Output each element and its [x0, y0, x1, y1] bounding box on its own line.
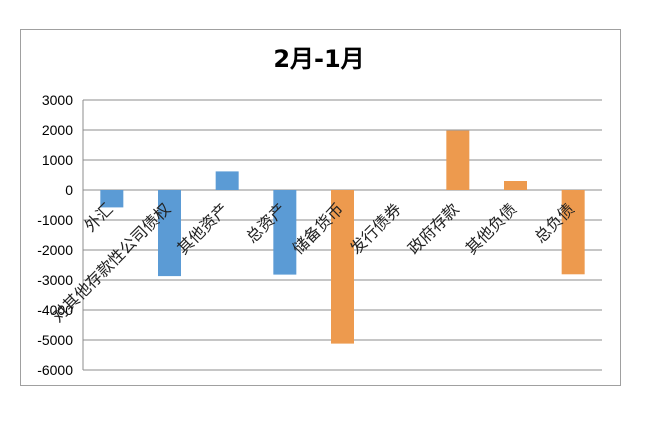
y-tick-label: -1000	[37, 212, 73, 228]
category-label: 其他资产	[173, 199, 232, 258]
bar-4	[331, 190, 354, 344]
y-tick-label: 2000	[42, 122, 73, 138]
bar-8	[561, 190, 585, 275]
category-label: 政府存款	[404, 199, 463, 258]
bar-1	[158, 190, 181, 277]
y-tick-label: -5000	[37, 332, 73, 348]
bars	[100, 130, 585, 344]
y-tick-label: 0	[65, 182, 73, 198]
bar-7	[504, 181, 527, 190]
bar-6	[446, 130, 470, 190]
y-tick-label: -4000	[37, 302, 73, 318]
bar-chart: 2月-1月 3000 2000 1000 0 -1000 -2000 -3000 -4000 -…	[37, 45, 602, 378]
y-tick-label: -6000	[37, 362, 73, 378]
y-axis-tick-labels: 3000 2000 1000 0 -1000 -2000 -3000 -4000 -5000 -6…	[37, 92, 73, 378]
y-tick-label: -3000	[37, 272, 73, 288]
bar-2	[215, 171, 239, 190]
category-label: 其他负债	[462, 199, 521, 258]
y-tick-label: 3000	[42, 92, 73, 108]
bar-3	[273, 190, 297, 275]
chart-area: 2月-1月 3000 2000 1000 0 -1000 -2000 -3000 -4000 -…	[20, 29, 621, 386]
y-tick-label: -2000	[37, 242, 73, 258]
y-tick-label: 1000	[42, 152, 73, 168]
category-label: 发行债券	[346, 199, 405, 258]
bar-0	[100, 190, 124, 208]
chart-title: 2月-1月	[273, 45, 364, 73]
